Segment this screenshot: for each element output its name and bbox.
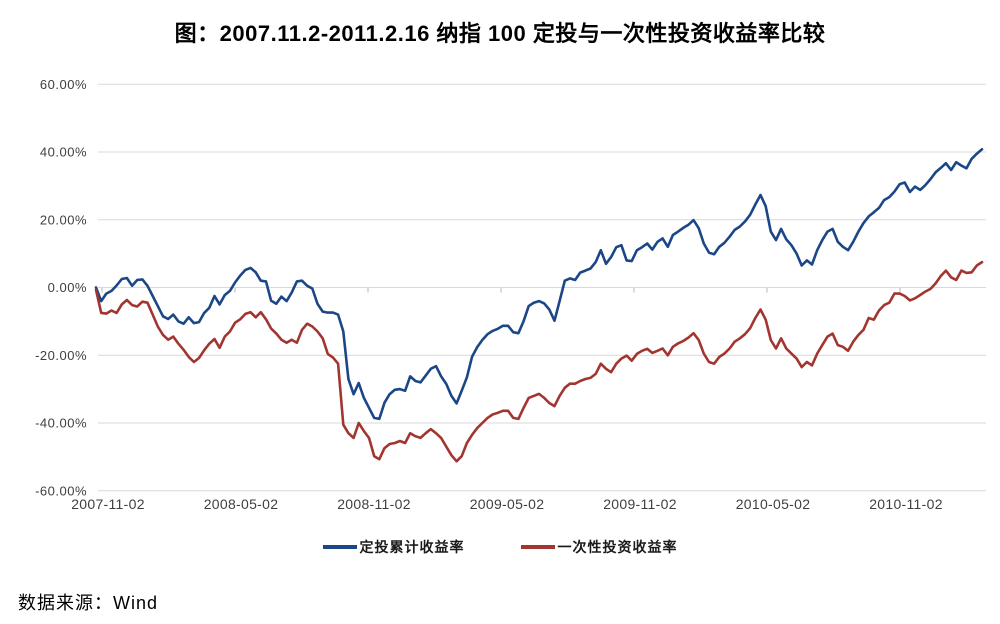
legend-label-dca: 定投累计收益率 xyxy=(359,539,465,555)
y-axis-label: 0.00% xyxy=(48,280,87,295)
y-axis-label: 40.00% xyxy=(40,145,87,160)
y-axis-label: -20.00% xyxy=(35,348,87,363)
chart-legend: 定投累计收益率 一次性投资收益率 xyxy=(0,537,1000,557)
y-axis-label: 60.00% xyxy=(40,77,87,92)
y-axis-label: 20.00% xyxy=(40,212,87,227)
series-line-1 xyxy=(94,260,984,463)
y-axis-label: -60.00% xyxy=(35,483,87,498)
x-axis-label: 2009-11-02 xyxy=(603,496,677,512)
legend-line-swatch-red xyxy=(520,545,555,549)
series-line-0 xyxy=(94,148,984,421)
legend-item-lumpsum: 一次性投资收益率 xyxy=(520,537,678,557)
x-axis-label: 2007-11-02 xyxy=(71,496,145,512)
y-axis-label: -40.00% xyxy=(35,416,87,431)
x-axis-label: 2009-05-02 xyxy=(470,496,545,512)
x-axis-label: 2010-11-02 xyxy=(869,496,943,512)
x-axis-label: 2008-05-02 xyxy=(204,496,279,512)
line-chart-canvas: 60.00% 40.00% 20.00% 0.00% -20.00% -40.00% -60… xyxy=(35,77,986,512)
chart-title: 图：2007.11.2-2011.2.16 纳指 100 定投与一次性投资收益率… xyxy=(174,21,826,46)
legend-item-dca: 定投累计收益率 xyxy=(322,537,465,557)
legend-line-swatch-blue xyxy=(322,545,357,549)
data-source-label: 数据来源：Wind xyxy=(18,593,159,613)
x-axis-label: 2010-05-02 xyxy=(736,496,811,512)
x-axis-label: 2008-11-02 xyxy=(337,496,411,512)
legend-label-lumpsum: 一次性投资收益率 xyxy=(557,539,678,555)
